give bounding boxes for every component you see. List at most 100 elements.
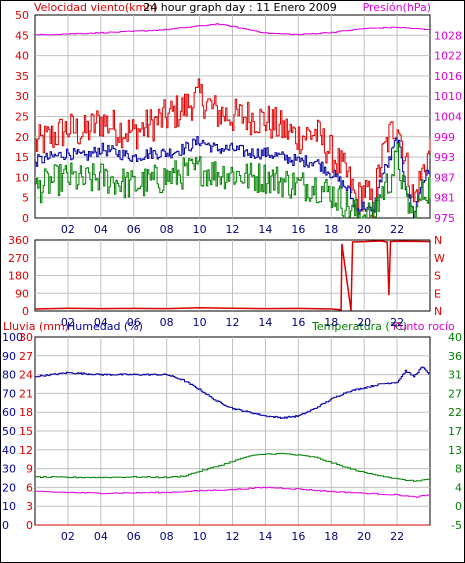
wind-axis-title: Velocidad viento(kmh) <box>34 1 158 14</box>
x-tick-label: 04 <box>94 316 108 329</box>
chart-title: 24 hour graph day : 11 Enero 2009 <box>143 1 337 14</box>
y-tick-label-left: 15 <box>15 151 29 164</box>
y-tick-label-left: 0 <box>22 305 29 318</box>
y-tick-label-rain: 18 <box>19 406 33 419</box>
x-tick-label: 14 <box>258 530 272 543</box>
y-tick-label-rain: 27 <box>19 350 33 363</box>
y-tick-label-right: 1022 <box>434 50 462 63</box>
humidity-axis-title: Humedad (%) <box>67 320 143 333</box>
y-tick-label-rain: 15 <box>19 425 33 438</box>
x-tick-label: 10 <box>193 530 207 543</box>
x-tick-label: 12 <box>226 316 240 329</box>
x-tick-label: 08 <box>160 530 174 543</box>
series-line <box>35 136 431 218</box>
y-tick-label-humidity: 90 <box>2 350 16 363</box>
x-tick-label: 08 <box>160 223 174 236</box>
x-tick-label: 06 <box>127 530 141 543</box>
y-tick-label-left: 25 <box>15 111 29 124</box>
x-tick-label: 10 <box>193 316 207 329</box>
y-tick-label-temp: 4 <box>455 481 462 494</box>
y-tick-label-left: 10 <box>15 171 29 184</box>
y-tick-label-temp: 17 <box>448 425 462 438</box>
x-tick-label: 12 <box>226 223 240 236</box>
y-tick-label-temp: 13 <box>448 444 462 457</box>
y-tick-label-right: 1010 <box>434 90 462 103</box>
series-line <box>35 452 431 482</box>
x-tick-label: 02 <box>61 530 75 543</box>
y-tick-label-humidity: 10 <box>2 500 16 513</box>
y-tick-label-right: 1004 <box>434 111 462 124</box>
y-tick-label-temp: 40 <box>448 331 462 344</box>
y-tick-label-right: 1016 <box>434 70 462 83</box>
y-tick-label-humidity: 70 <box>2 387 16 400</box>
y-tick-label-left: 35 <box>15 70 29 83</box>
dewpoint-axis-title: Punto rocío <box>393 320 455 333</box>
y-tick-label-right: 975 <box>434 212 455 225</box>
x-tick-label: 02 <box>61 316 75 329</box>
y-tick-label-temp: 8 <box>455 463 462 476</box>
y-tick-label-temp: 36 <box>448 350 462 363</box>
series-line <box>35 142 431 219</box>
y-tick-label-right: E <box>434 287 441 300</box>
y-tick-label-right: 993 <box>434 151 455 164</box>
x-tick-label: 22 <box>390 316 404 329</box>
x-tick-label: 06 <box>127 316 141 329</box>
y-tick-label-humidity: 100 <box>2 331 23 344</box>
x-tick-label: 20 <box>357 530 371 543</box>
y-tick-label-humidity: 0 <box>2 519 9 532</box>
y-tick-label-temp: 22 <box>448 406 462 419</box>
y-tick-label-rain: 6 <box>26 481 33 494</box>
y-tick-label-left: 5 <box>22 192 29 205</box>
x-tick-label: 16 <box>291 223 305 236</box>
y-tick-label-left: 45 <box>15 29 29 42</box>
humidity-temperature-panel: 02 04 06 08 10 12 14 16 18 20 22010203040506070809… <box>2 331 462 543</box>
x-tick-label: 18 <box>324 530 338 543</box>
y-tick-label-right: N <box>434 234 442 247</box>
y-tick-label-humidity: 40 <box>2 444 16 457</box>
x-tick-label: 08 <box>160 316 174 329</box>
x-tick-label: 04 <box>94 223 108 236</box>
y-tick-label-rain: 12 <box>19 444 33 457</box>
y-tick-label-rain: 3 <box>26 500 33 513</box>
y-tick-label-left: 360 <box>8 234 29 247</box>
x-tick-label: 16 <box>291 530 305 543</box>
y-tick-label-right: S <box>434 270 441 283</box>
y-tick-label-humidity: 20 <box>2 481 16 494</box>
y-tick-label-rain: 30 <box>19 331 33 344</box>
y-tick-label-left: 180 <box>8 270 29 283</box>
y-tick-label-left: 50 <box>15 9 29 22</box>
wind-pressure-panel: 02 04 06 08 10 12 14 16 18 20 22 0 5 10 15 20 25 30 35 40 45… <box>15 9 462 236</box>
x-tick-label: 18 <box>324 316 338 329</box>
series-line <box>35 366 430 419</box>
x-tick-label: 22 <box>390 223 404 236</box>
y-tick-label-temp: 0 <box>455 500 462 513</box>
y-tick-label-rain: 9 <box>26 463 33 476</box>
x-tick-label: 14 <box>258 223 272 236</box>
y-tick-label-humidity: 80 <box>2 369 16 382</box>
y-tick-label-right: 999 <box>434 131 455 144</box>
y-tick-label-temp: -5 <box>451 519 462 532</box>
y-tick-label-humidity: 60 <box>2 406 16 419</box>
y-tick-label-rain: 24 <box>19 369 33 382</box>
rain-axis-title: Lluvia (mm) <box>3 320 69 333</box>
y-tick-label-rain: 0 <box>26 519 33 532</box>
x-tick-label: 20 <box>357 223 371 236</box>
x-tick-label: 20 <box>357 316 371 329</box>
x-tick-label: 12 <box>226 530 240 543</box>
y-tick-label-right: N <box>434 305 442 318</box>
x-tick-label: 18 <box>324 223 338 236</box>
y-tick-label-right: W <box>434 252 445 265</box>
temperature-axis-title: Temperatura (°C) <box>311 320 407 333</box>
x-tick-label: 04 <box>94 530 108 543</box>
y-tick-label-temp: 31 <box>448 369 462 382</box>
y-tick-label-left: 270 <box>8 252 29 265</box>
x-tick-label: 14 <box>258 316 272 329</box>
pressure-axis-title: Presión(hPa) <box>363 1 431 14</box>
x-tick-label: 22 <box>390 530 404 543</box>
y-tick-label-temp: 27 <box>448 387 462 400</box>
y-tick-label-right: 981 <box>434 192 455 205</box>
y-tick-label-rain: 21 <box>19 387 33 400</box>
x-tick-label: 16 <box>291 316 305 329</box>
y-tick-label-left: 30 <box>15 90 29 103</box>
